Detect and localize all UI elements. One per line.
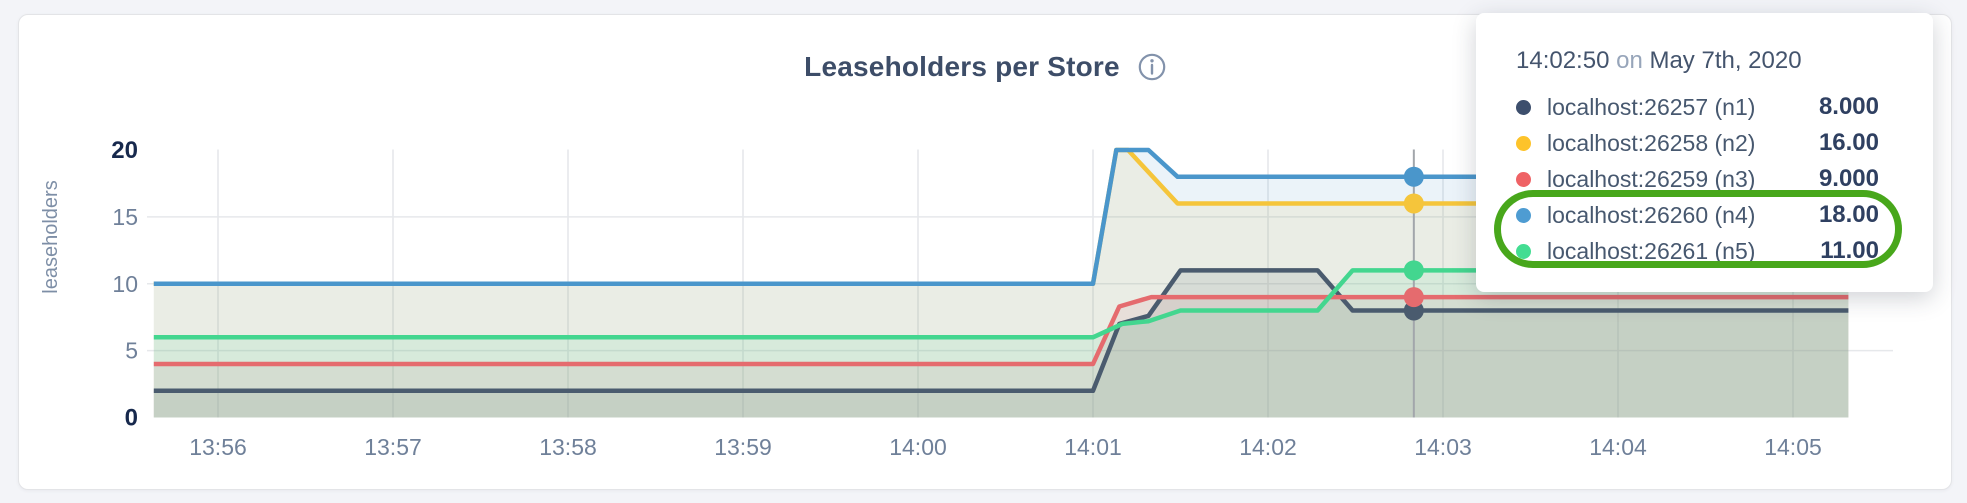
tooltip-series-row: localhost:26257 (n1) 8.000 [1516,89,1879,125]
series-value: 8.000 [1818,93,1879,120]
tooltip-time: 14:02:50 [1516,47,1610,74]
series-color-dot-icon [1516,135,1531,151]
series-color-dot-icon [1516,99,1531,115]
series-name: localhost:26258 (n2) [1547,129,1756,156]
highlight-annotation-ring [1494,190,1902,268]
series-value: 16.00 [1818,129,1879,156]
tooltip-title: 14:02:50 on May 7th, 2020 [1516,47,1879,75]
tooltip-series-row: localhost:26258 (n2) 16.00 [1516,125,1879,161]
series-value: 9.000 [1818,165,1879,192]
tooltip-on-word: on [1616,47,1643,74]
series-name: localhost:26257 (n1) [1547,93,1756,120]
series-color-dot-icon [1516,171,1531,187]
series-name: localhost:26259 (n3) [1547,165,1756,192]
tooltip-date: May 7th, 2020 [1649,47,1802,74]
chart-header: Leaseholders per Store [19,51,1951,83]
info-icon[interactable] [1138,53,1166,81]
chart-title: Leaseholders per Store [804,51,1120,82]
